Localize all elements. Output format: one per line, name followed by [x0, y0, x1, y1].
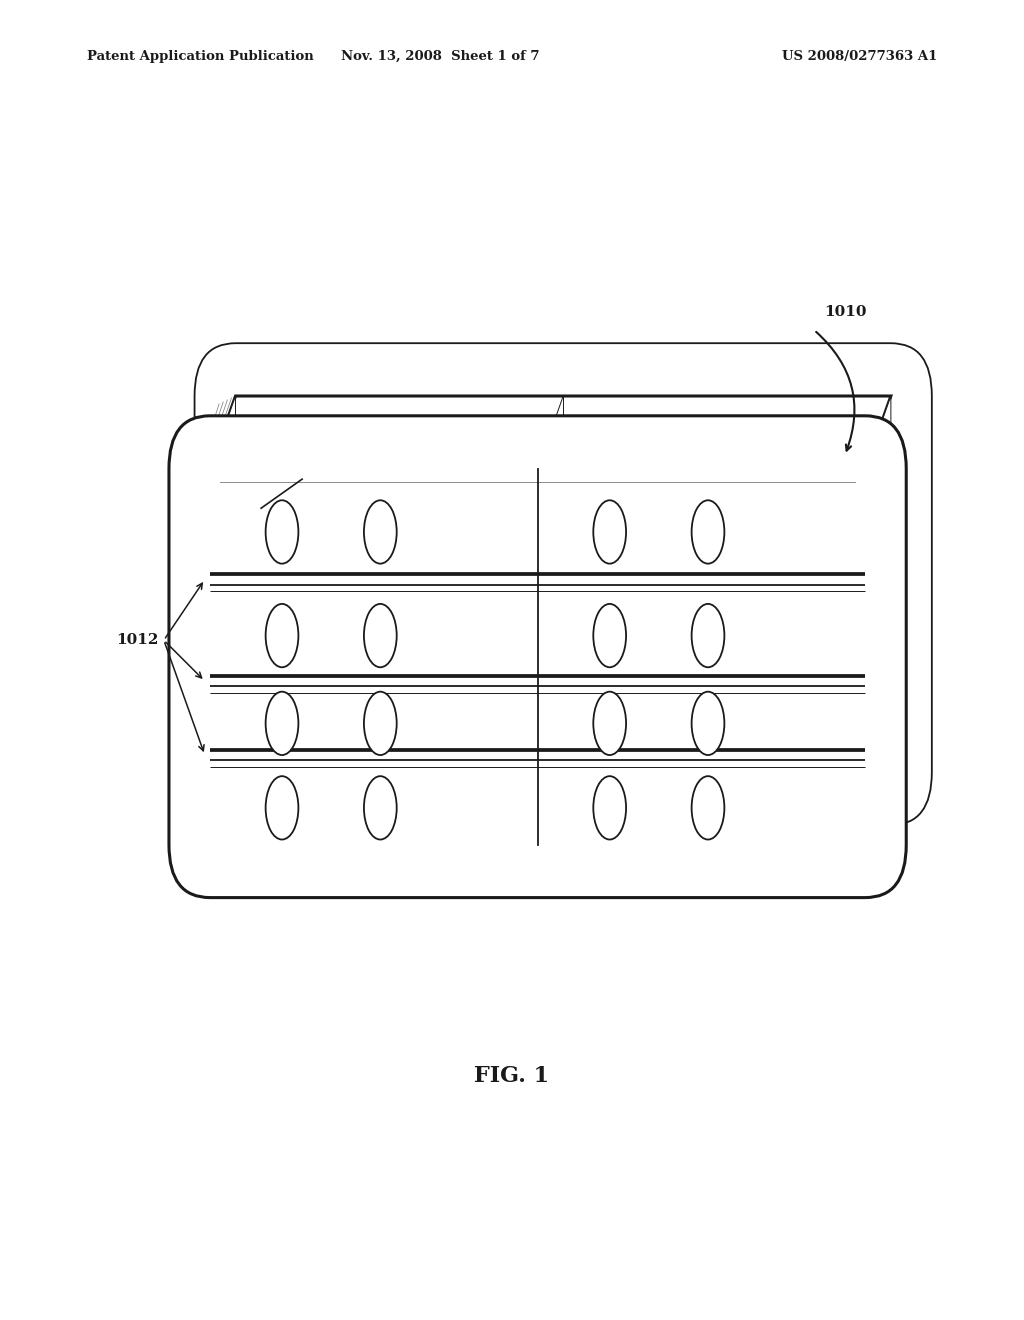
Ellipse shape: [593, 605, 626, 668]
FancyBboxPatch shape: [169, 416, 906, 898]
Ellipse shape: [593, 776, 626, 840]
Text: FIG. 1: FIG. 1: [474, 1065, 550, 1086]
Ellipse shape: [593, 500, 626, 564]
Ellipse shape: [691, 776, 724, 840]
Ellipse shape: [364, 776, 396, 840]
Ellipse shape: [265, 500, 298, 564]
FancyBboxPatch shape: [195, 343, 932, 825]
Ellipse shape: [265, 605, 298, 668]
Ellipse shape: [364, 605, 396, 668]
Text: Nov. 13, 2008  Sheet 1 of 7: Nov. 13, 2008 Sheet 1 of 7: [341, 50, 540, 63]
Ellipse shape: [364, 500, 396, 564]
Ellipse shape: [691, 500, 724, 564]
Text: Patent Application Publication: Patent Application Publication: [87, 50, 313, 63]
Ellipse shape: [593, 692, 626, 755]
Text: 1012: 1012: [117, 634, 159, 647]
Polygon shape: [210, 396, 891, 469]
Ellipse shape: [364, 692, 396, 755]
Ellipse shape: [265, 692, 298, 755]
Polygon shape: [865, 396, 891, 845]
Ellipse shape: [265, 776, 298, 840]
Text: 1010: 1010: [824, 305, 867, 319]
Ellipse shape: [691, 692, 724, 755]
Polygon shape: [210, 396, 236, 845]
Text: US 2008/0277363 A1: US 2008/0277363 A1: [781, 50, 937, 63]
Ellipse shape: [691, 605, 724, 668]
